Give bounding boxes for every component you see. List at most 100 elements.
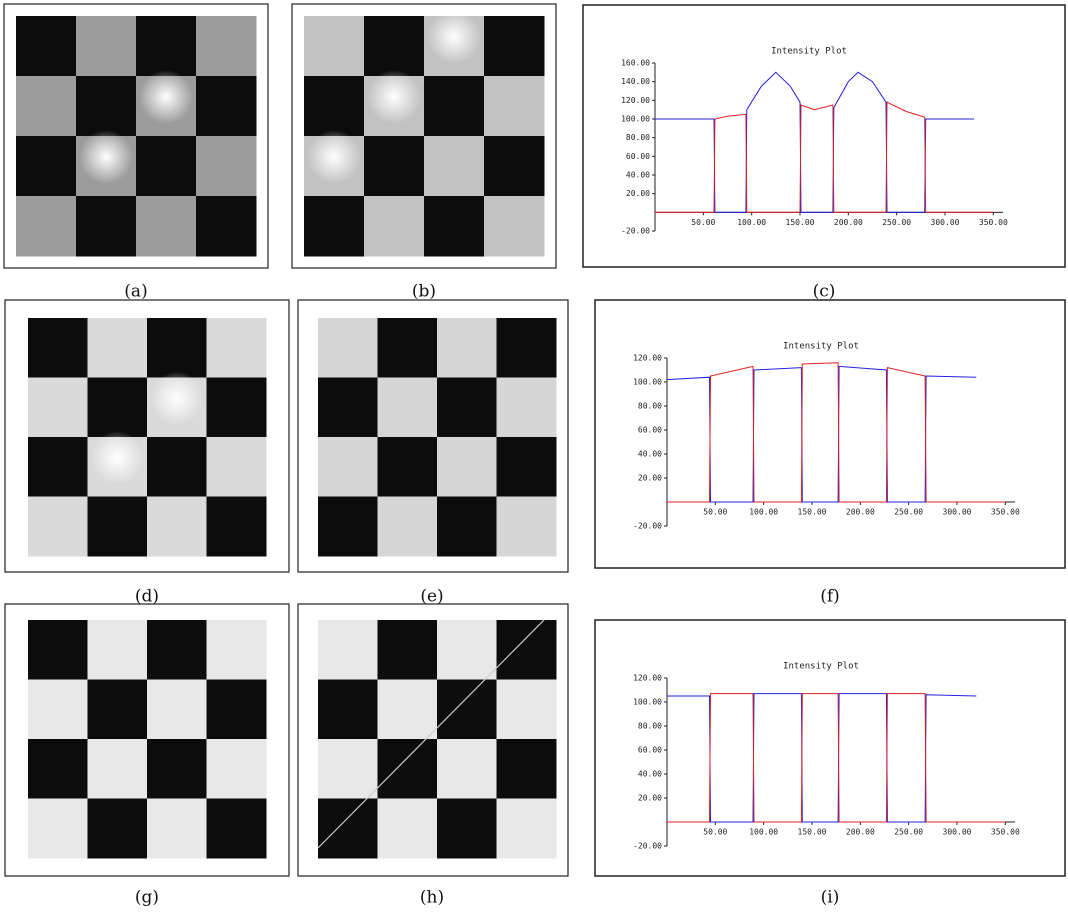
checker-cell bbox=[207, 620, 267, 680]
checker-cell bbox=[378, 318, 438, 378]
checker-cell bbox=[484, 196, 545, 257]
checker-cell bbox=[76, 196, 137, 257]
x-tick-label: 200.00 bbox=[846, 828, 875, 837]
chart-frame bbox=[595, 300, 1065, 568]
y-tick-label: 80.00 bbox=[638, 722, 662, 731]
checker-cell bbox=[318, 437, 378, 497]
checker-cell bbox=[207, 680, 267, 740]
checker-cell bbox=[207, 378, 267, 438]
checker-cell bbox=[196, 136, 257, 197]
x-tick-label: 300.00 bbox=[931, 218, 960, 227]
y-tick-label: -20.00 bbox=[621, 227, 650, 236]
bright-spot bbox=[90, 431, 144, 485]
checker-cell bbox=[318, 680, 378, 740]
checker-cell bbox=[318, 318, 378, 378]
caption: (i) bbox=[821, 888, 840, 908]
checker-cell bbox=[207, 318, 267, 378]
checker-cell bbox=[424, 136, 485, 197]
chart-title: Intensity Plot bbox=[783, 662, 859, 672]
checker-cell bbox=[318, 620, 378, 680]
y-tick-label: 80.00 bbox=[626, 133, 650, 142]
checker-cell bbox=[424, 76, 485, 137]
checker-cell bbox=[378, 680, 438, 740]
checker-cell bbox=[76, 16, 137, 77]
checker-cell bbox=[497, 378, 557, 438]
checker-cell bbox=[16, 136, 77, 197]
checker-cell bbox=[497, 680, 557, 740]
chart-title: Intensity Plot bbox=[771, 47, 847, 57]
checker-cell bbox=[437, 318, 497, 378]
page: {"panels": [ {"caption": "(a)"}, {"capti… bbox=[0, 0, 1068, 912]
checker-cell bbox=[484, 76, 545, 137]
caption: (c) bbox=[813, 282, 836, 302]
checker-cell bbox=[88, 739, 148, 799]
checker-cell bbox=[147, 620, 207, 680]
checker-cell bbox=[437, 497, 497, 557]
bright-spot bbox=[150, 372, 204, 426]
x-tick-label: 50.00 bbox=[703, 828, 727, 837]
checker-cell bbox=[28, 680, 88, 740]
checker-cell bbox=[378, 739, 438, 799]
checker-cell bbox=[318, 739, 378, 799]
x-tick-label: 250.00 bbox=[894, 828, 923, 837]
checker-cell bbox=[424, 196, 485, 257]
checker-cell bbox=[147, 739, 207, 799]
y-tick-label: 120.00 bbox=[621, 96, 650, 105]
checker-cell bbox=[28, 437, 88, 497]
checker-cell bbox=[147, 680, 207, 740]
y-tick-label: 100.00 bbox=[633, 378, 662, 387]
checker-cell bbox=[207, 739, 267, 799]
checker-cell bbox=[378, 378, 438, 438]
checker-cell bbox=[28, 799, 88, 859]
checker-cell bbox=[437, 739, 497, 799]
bright-spot bbox=[367, 70, 421, 124]
checker-cell bbox=[378, 620, 438, 680]
checker-cell bbox=[16, 16, 77, 77]
checker-cell bbox=[136, 136, 197, 197]
caption: (a) bbox=[124, 282, 147, 302]
checker-cell bbox=[378, 437, 438, 497]
checker-cell bbox=[28, 318, 88, 378]
checker-cell bbox=[304, 76, 365, 137]
checker-cell bbox=[378, 799, 438, 859]
checker-cell bbox=[497, 497, 557, 557]
x-tick-label: 100.00 bbox=[737, 218, 766, 227]
checker-cell bbox=[497, 437, 557, 497]
checker-cell bbox=[28, 620, 88, 680]
checker-cell bbox=[76, 76, 137, 137]
y-tick-label: 60.00 bbox=[626, 152, 650, 161]
checker-cell bbox=[437, 378, 497, 438]
checker-cell bbox=[364, 16, 425, 77]
y-tick-label: 40.00 bbox=[626, 171, 650, 180]
checker-cell bbox=[88, 378, 148, 438]
checker-cell bbox=[88, 799, 148, 859]
x-tick-label: 250.00 bbox=[882, 218, 911, 227]
x-tick-label: 350.00 bbox=[979, 218, 1008, 227]
checker-cell bbox=[136, 16, 197, 77]
checker-cell bbox=[147, 497, 207, 557]
chart-title: Intensity Plot bbox=[783, 342, 859, 352]
checker-cell bbox=[437, 799, 497, 859]
checker-cell bbox=[484, 16, 545, 77]
checker-cell bbox=[437, 437, 497, 497]
x-tick-label: 50.00 bbox=[691, 218, 715, 227]
checker-cell bbox=[147, 437, 207, 497]
x-tick-label: 100.00 bbox=[749, 508, 778, 517]
checker-cell bbox=[88, 318, 148, 378]
bright-spot bbox=[79, 130, 133, 184]
x-tick-label: 300.00 bbox=[943, 508, 972, 517]
checker-cell bbox=[207, 799, 267, 859]
x-tick-label: 300.00 bbox=[943, 828, 972, 837]
caption: (h) bbox=[420, 888, 444, 908]
checker-cell bbox=[437, 680, 497, 740]
y-tick-label: 140.00 bbox=[621, 77, 650, 86]
y-tick-label: 40.00 bbox=[638, 770, 662, 779]
y-tick-label: -20.00 bbox=[633, 522, 662, 531]
x-tick-label: 200.00 bbox=[846, 508, 875, 517]
y-tick-label: 60.00 bbox=[638, 426, 662, 435]
checker-cell bbox=[304, 196, 365, 257]
chart-frame bbox=[595, 620, 1065, 876]
checker-cell bbox=[497, 799, 557, 859]
bright-spot bbox=[307, 130, 361, 184]
checker-cell bbox=[318, 799, 378, 859]
